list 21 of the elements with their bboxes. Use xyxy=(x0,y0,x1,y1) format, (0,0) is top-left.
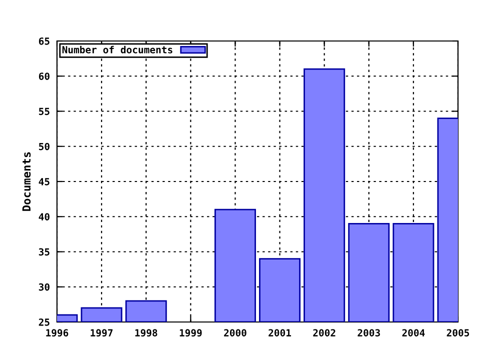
x-tick-label: 1999 xyxy=(180,329,202,337)
y-tick-label: 25 xyxy=(38,318,50,326)
x-tick-label: 1996 xyxy=(46,329,68,337)
y-tick-label: 30 xyxy=(38,283,50,291)
y-tick-label: 45 xyxy=(38,178,50,186)
x-tick-label: 1997 xyxy=(90,329,113,337)
y-tick-label: 35 xyxy=(38,248,50,256)
legend-label: Number of documents xyxy=(62,46,172,54)
x-tick-label: 2004 xyxy=(402,329,425,336)
x-tick-label: 2003 xyxy=(358,329,380,336)
x-tick-label: 1998 xyxy=(135,329,158,337)
x-tick-label: 2005 xyxy=(446,329,470,336)
x-tick-label: 2002 xyxy=(313,329,336,336)
y-tick-label: 60 xyxy=(38,72,50,80)
y-tick-label: 55 xyxy=(39,108,50,116)
x-tick-label: 2000 xyxy=(224,329,246,336)
y-tick-label: 40 xyxy=(38,213,50,220)
x-tick-label: 2001 xyxy=(268,329,292,336)
y-tick-label: 50 xyxy=(39,142,50,150)
y-tick-label: 65 xyxy=(38,37,50,45)
y-axis-title: Documents xyxy=(22,152,31,211)
